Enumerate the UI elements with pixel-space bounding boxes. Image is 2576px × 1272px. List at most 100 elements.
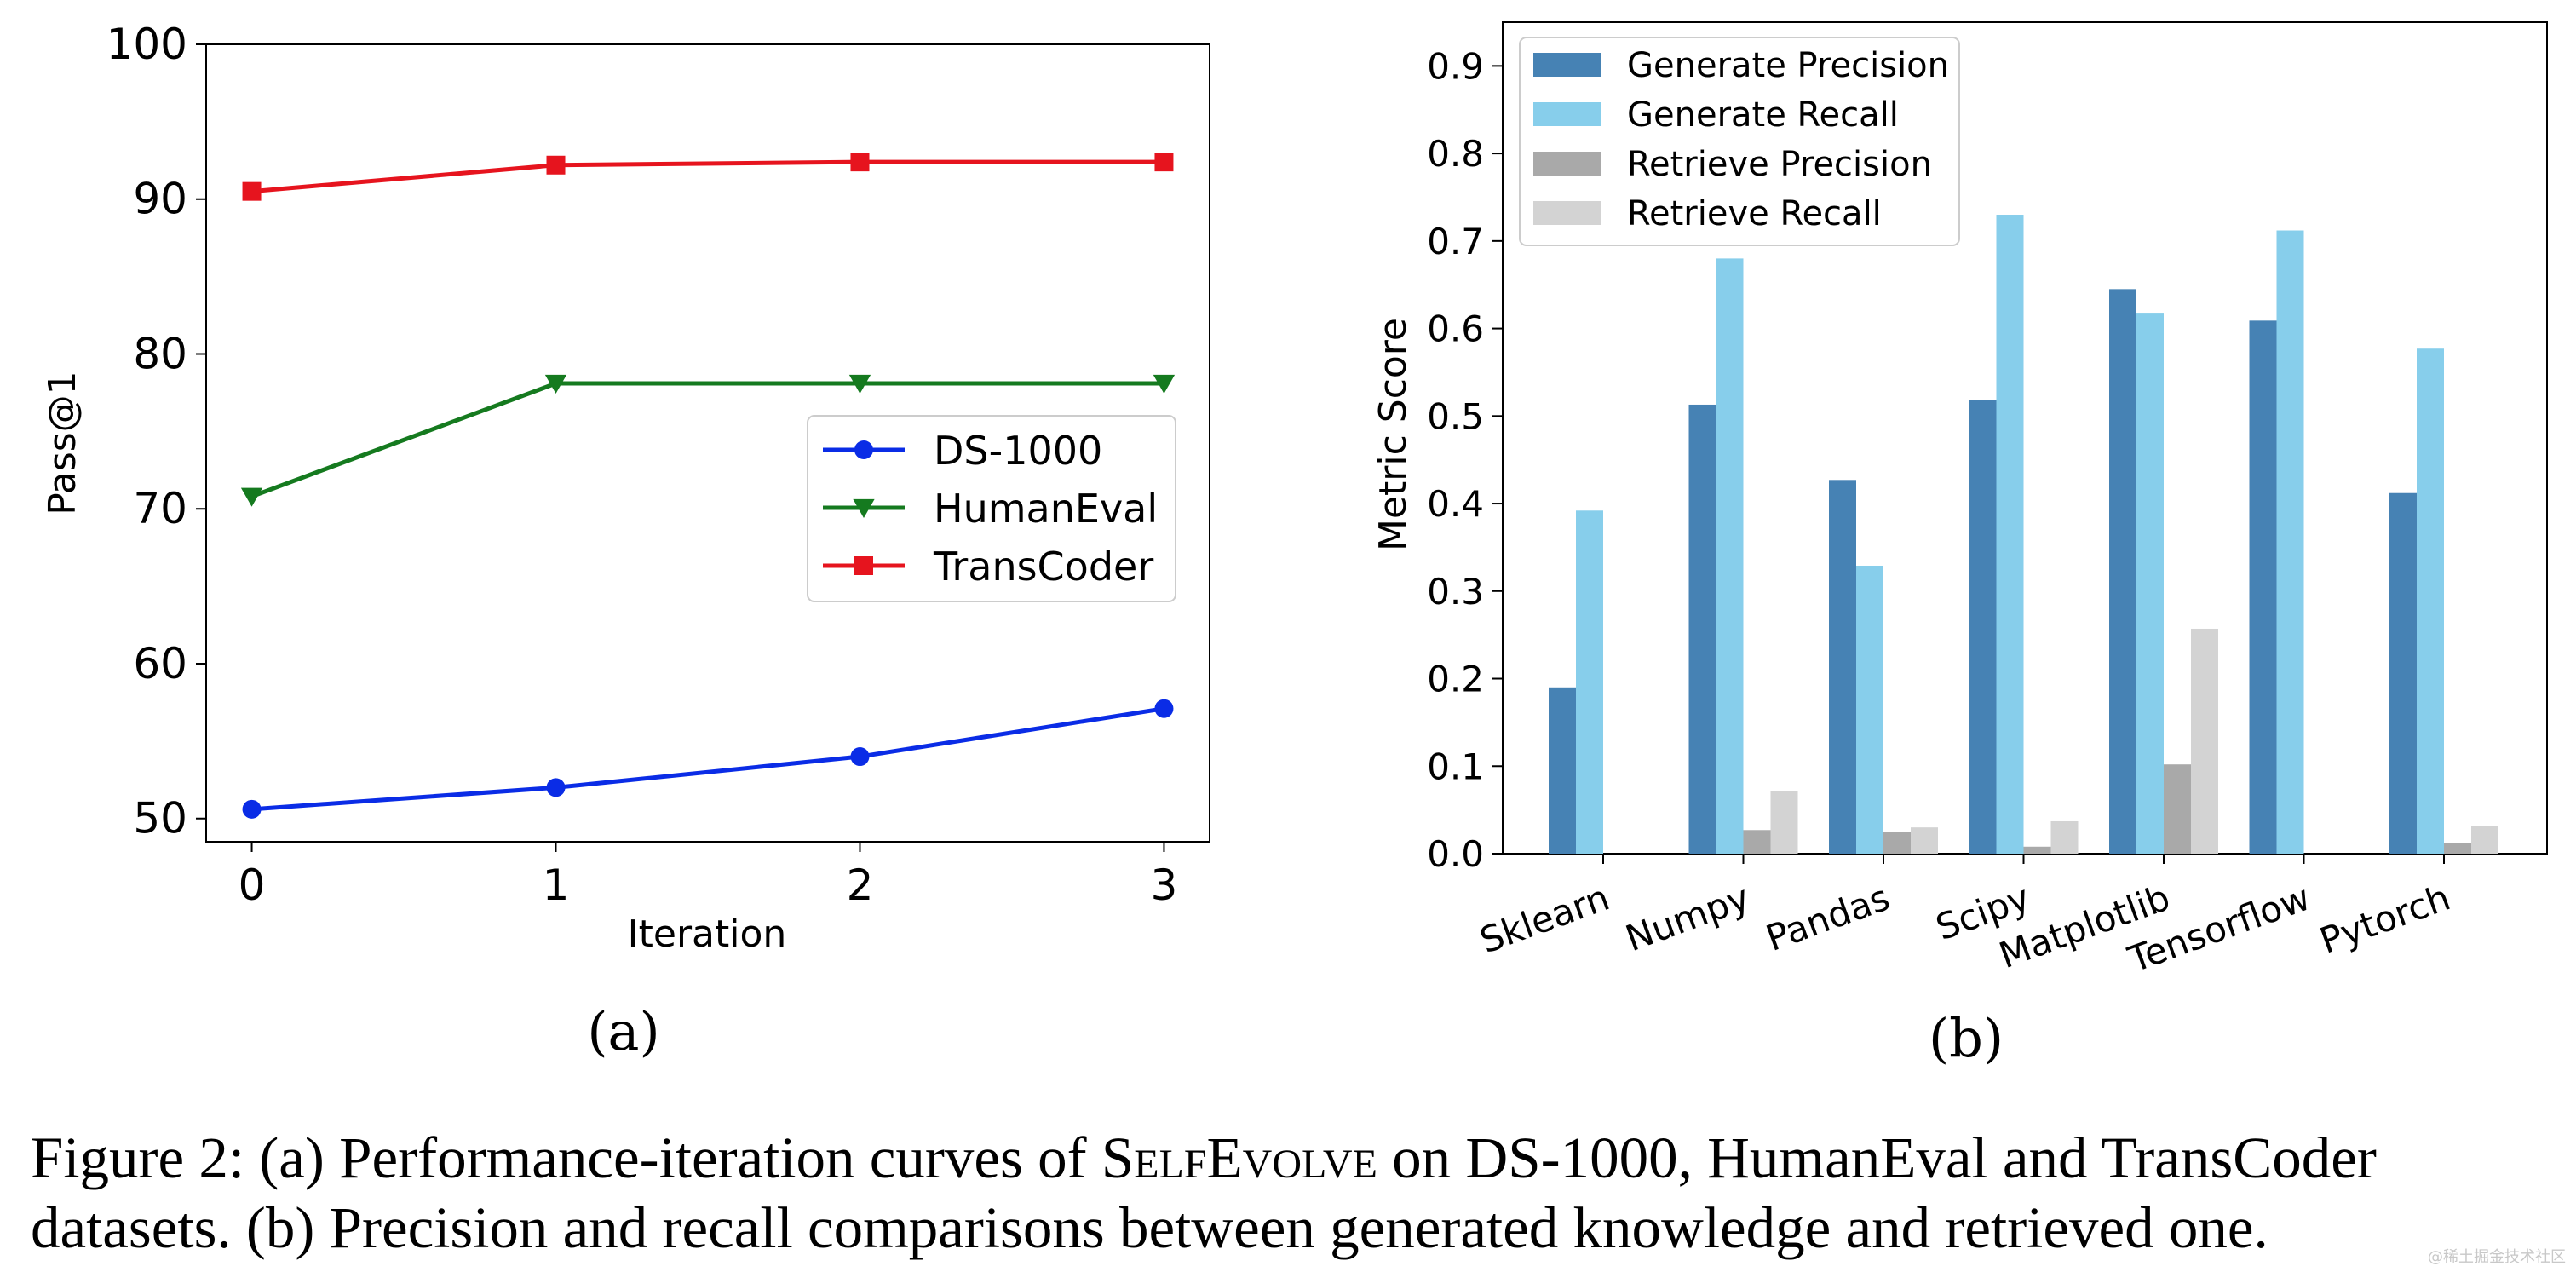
- panel-a-label: (a): [587, 1000, 659, 1062]
- legend-label: Retrieve Precision: [1627, 145, 1932, 184]
- series-line: [251, 159, 1164, 194]
- bar-retrieve-precision: [2164, 764, 2191, 854]
- line-chart-xlabel: Iteration: [628, 912, 787, 956]
- y-tick-label: 60: [133, 639, 187, 688]
- series-humaneval: [240, 374, 1176, 507]
- bar-retrieve-recall: [2050, 820, 2079, 854]
- bar-group-tensorflow: [2249, 230, 2304, 854]
- data-point: [1153, 374, 1176, 394]
- bar-generate-recall: [1716, 258, 1744, 854]
- legend-entry: Generate Precision: [1533, 46, 1949, 85]
- legend-label: Generate Precision: [1627, 46, 1949, 85]
- data-point: [242, 181, 262, 201]
- bar-retrieve-recall: [1770, 791, 1798, 854]
- bar-group-scipy: [1969, 215, 2079, 855]
- data-point: [544, 374, 567, 394]
- line-chart-panel: 50 60 70 80 90 100 0 1 2 3 Iteration Pass@1 DS-1…: [41, 20, 1210, 1062]
- y-tick-label: 90: [133, 175, 187, 224]
- bar-generate-recall: [2276, 230, 2304, 854]
- bar-retrieve-recall: [2471, 826, 2498, 854]
- legend-label: DS-1000: [934, 428, 1102, 474]
- data-point: [240, 487, 263, 507]
- data-point: [242, 799, 262, 819]
- panel-b-label: (b): [1929, 1007, 2004, 1069]
- legend-entry: DS-1000: [823, 428, 1102, 474]
- legend-entry: HumanEval: [823, 486, 1158, 532]
- bar-generate-precision: [2389, 492, 2417, 854]
- legend-swatch: [1533, 102, 1601, 126]
- y-tick-label: 0.5: [1427, 395, 1484, 437]
- data-point: [546, 155, 566, 175]
- data-point: [850, 747, 870, 767]
- bar-generate-recall: [1856, 565, 1883, 854]
- bar-retrieve-precision: [2023, 846, 2051, 854]
- y-tick-label: 100: [106, 20, 187, 69]
- bar-group-numpy: [1688, 258, 1798, 855]
- y-tick-label: 0.0: [1427, 833, 1484, 875]
- bar-chart-ylabel: Metric Score: [1371, 318, 1415, 551]
- bar-group-pytorch: [2389, 348, 2498, 854]
- watermark: @稀土掘金技术社区: [2428, 1248, 2566, 1266]
- data-point: [546, 778, 566, 797]
- x-tick-label: Pandas: [1761, 877, 1895, 959]
- data-point: [854, 440, 873, 459]
- data-point: [853, 498, 875, 519]
- bar-generate-precision: [1549, 687, 1576, 854]
- line-chart-frame: [205, 43, 1210, 843]
- y-tick-label: 70: [133, 484, 187, 533]
- bar-generate-precision: [1829, 480, 1856, 854]
- bar-generate-precision: [1969, 400, 1997, 855]
- legend-swatch: [1533, 152, 1601, 176]
- line-chart-legend: DS-1000 HumanEval TransCoder: [807, 415, 1176, 602]
- x-tick-label: Pytorch: [2314, 877, 2456, 962]
- bar-generate-recall: [1996, 215, 2024, 854]
- x-tick-label: 3: [1151, 860, 1178, 910]
- bar-chart-legend: Generate Precision Generate Recall Retriev…: [1519, 37, 1960, 246]
- bar-generate-precision: [1688, 404, 1716, 855]
- caption-prefix: Figure 2: (a) Performance-iteration curv…: [31, 1125, 1101, 1190]
- data-point: [1154, 153, 1174, 172]
- y-tick-label: 0.8: [1427, 133, 1484, 175]
- legend-swatch: [1533, 201, 1601, 225]
- y-tick-label: 0.6: [1427, 308, 1484, 350]
- bar-group-sklearn: [1549, 510, 1603, 854]
- legend-box: [1519, 37, 1960, 246]
- bar-generate-precision: [2249, 320, 2277, 854]
- x-tick-label: 2: [847, 860, 874, 910]
- x-tick-label: 0: [239, 860, 266, 910]
- legend-label: Retrieve Recall: [1627, 194, 1882, 233]
- legend-label: Generate Recall: [1627, 95, 1899, 135]
- x-tick-label: Numpy: [1620, 877, 1755, 960]
- legend-label: HumanEval: [934, 486, 1158, 532]
- y-tick-label: 0.7: [1427, 221, 1484, 262]
- bar-retrieve-precision: [2444, 843, 2471, 854]
- data-point: [854, 556, 873, 575]
- data-point: [850, 153, 870, 172]
- bar-retrieve-recall: [2191, 628, 2218, 854]
- bar-generate-recall: [2136, 313, 2164, 854]
- legend-entry: Retrieve Precision: [1533, 145, 1932, 184]
- bar-chart-panel: 0.0 0.1 0.2 0.3 0.4 0.5 0.6 0.7 0.8 0.9 Sklearn Nu…: [1371, 21, 2548, 1069]
- bar-generate-precision: [2109, 289, 2136, 854]
- bar-generate-recall: [2417, 348, 2444, 854]
- bar-group-pandas: [1829, 480, 1938, 854]
- legend-entry: Retrieve Recall: [1533, 194, 1882, 233]
- bar-retrieve-precision: [1883, 832, 1911, 854]
- legend-label: TransCoder: [933, 544, 1153, 590]
- series-transcoder: [242, 153, 1174, 201]
- y-tick-label: 50: [133, 794, 187, 843]
- x-tick-label: Sklearn: [1475, 877, 1615, 962]
- legend-entry: Generate Recall: [1533, 95, 1899, 135]
- y-tick-label: 0.4: [1427, 483, 1484, 525]
- legend-swatch: [1533, 53, 1601, 77]
- series-ds-1000: [242, 699, 1174, 819]
- bar-generate-recall: [1576, 510, 1603, 854]
- y-tick-label: 0.2: [1427, 659, 1484, 700]
- legend-entry: TransCoder: [823, 544, 1153, 590]
- data-point: [1154, 699, 1174, 718]
- bar-group-matplotlib: [2109, 289, 2218, 854]
- legend-box: [807, 415, 1176, 602]
- y-tick-label: 0.3: [1427, 571, 1484, 613]
- caption-method-name: SelfEvolve: [1101, 1125, 1377, 1190]
